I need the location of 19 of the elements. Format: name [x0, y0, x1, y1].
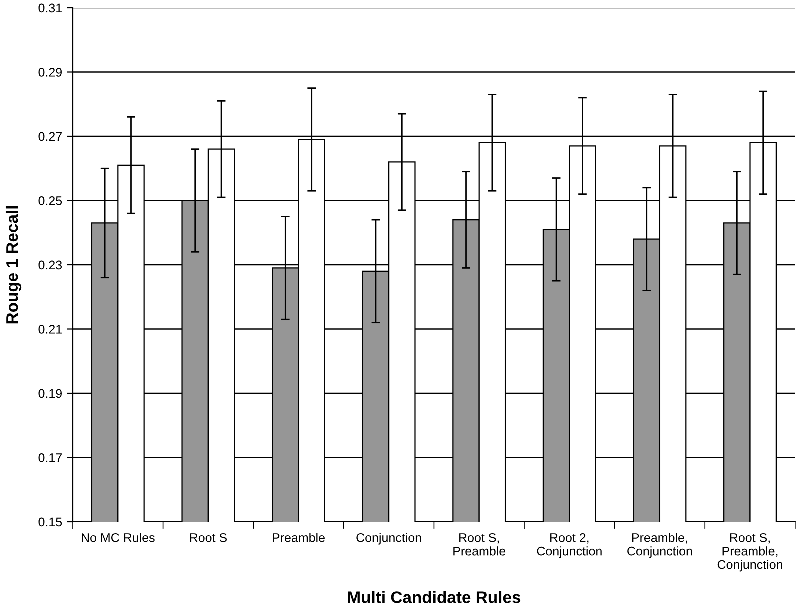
- x-tick-label: Root S: [190, 533, 227, 542]
- y-tick-label: 0.17: [38, 454, 62, 462]
- y-tick-label: 0.29: [38, 68, 62, 77]
- x-tick-label: Preamble: [273, 533, 325, 542]
- x-tick-label: No MC Rules: [82, 533, 155, 542]
- x-tick-label: Preamble, Conjunction: [628, 533, 692, 558]
- y-axis-title: Rouge 1 Recall: [6, 206, 22, 324]
- y-tick-label: 0.19: [38, 389, 62, 398]
- x-tick-label: Root S, Preamble, Conjunction: [718, 533, 782, 572]
- y-tick-label: 0.27: [38, 132, 62, 142]
- y-tick-label: 0.31: [38, 4, 62, 13]
- x-axis-title: Multi Candidate Rules: [348, 591, 521, 604]
- y-tick-label: 0.21: [38, 325, 62, 334]
- y-tick-label: 0.15: [38, 518, 62, 527]
- y-tick-label: 0.25: [38, 196, 62, 206]
- x-tick-label: Conjunction: [356, 533, 422, 545]
- x-tick-label: Root S, Preamble: [454, 533, 506, 556]
- y-tick-label: 0.23: [38, 260, 62, 270]
- x-tick-label: Root 2, Conjunction: [537, 533, 602, 558]
